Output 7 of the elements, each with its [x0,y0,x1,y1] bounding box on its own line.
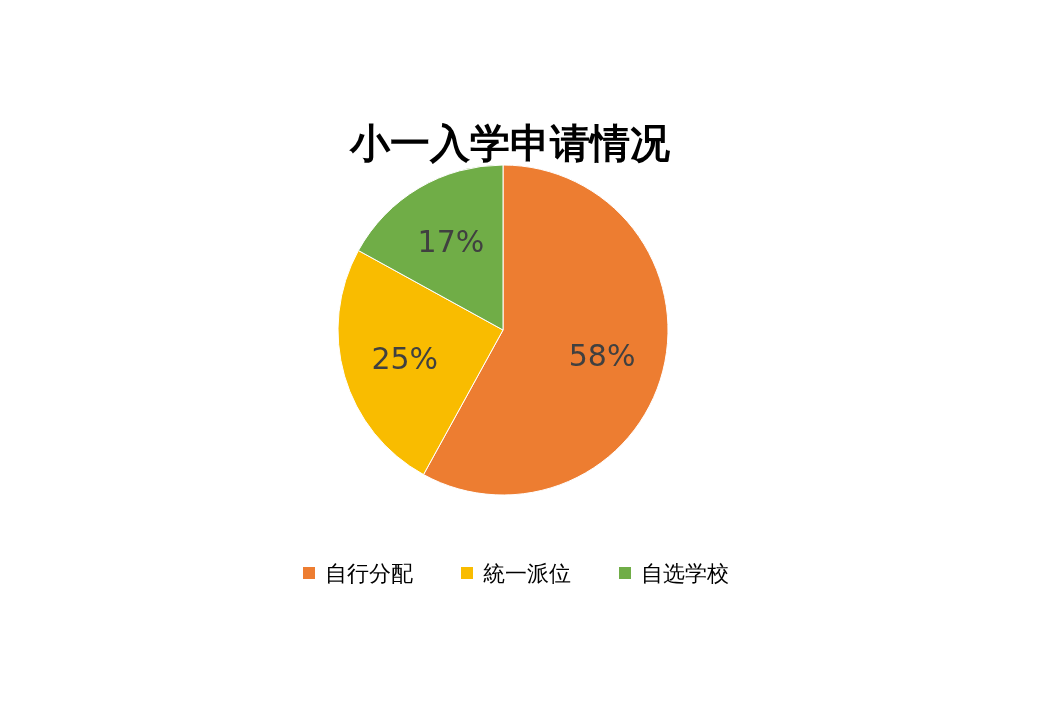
legend-label: 統一派位 [483,560,571,586]
data-label: 25% [371,341,439,377]
legend-label: 自选学校 [641,560,729,586]
data-label: 58% [568,337,636,373]
data-label: 17% [417,224,485,260]
legend-label: 自行分配 [325,560,413,586]
chart-title: 小一入学申请情况 [349,120,670,166]
